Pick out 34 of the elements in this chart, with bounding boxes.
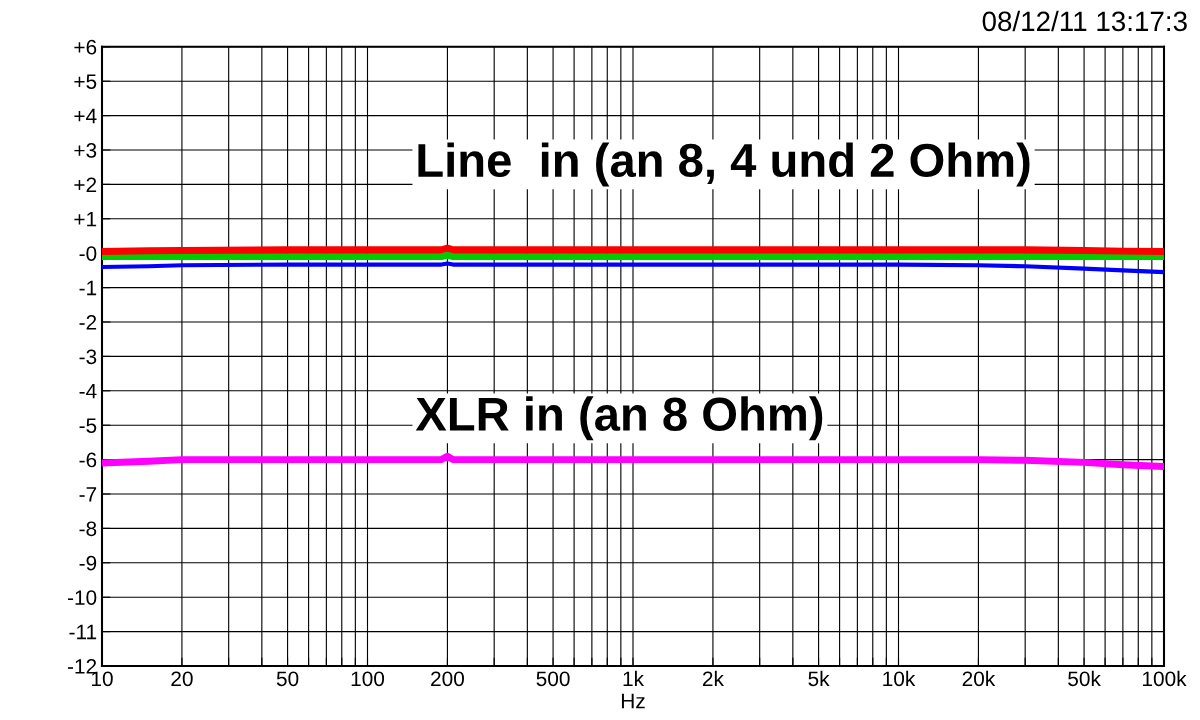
x-tick-label: 10k xyxy=(883,670,916,687)
x-tick-label: 20 xyxy=(171,671,193,687)
x-tick-label: 1k xyxy=(623,670,645,686)
x-axis-title: Hz xyxy=(621,693,645,709)
y-tick-label: -10 xyxy=(67,590,97,605)
y-tick-label: -5 xyxy=(79,418,97,433)
y-tick-label: +6 xyxy=(74,39,97,55)
y-tick-label: -9 xyxy=(79,555,97,571)
y-tick-label: -3 xyxy=(79,349,97,365)
y-tick-label: -7 xyxy=(79,487,97,502)
y-tick-label: +5 xyxy=(74,74,97,89)
y-tick-label: +1 xyxy=(74,212,97,227)
x-tick-label: 50 xyxy=(276,671,299,687)
text: 08/12/11 13:17:3 xyxy=(982,10,1187,32)
y-tick-label: +3 xyxy=(74,143,97,158)
x-tick-label: 20k xyxy=(962,670,996,687)
x-tick-label: 100k xyxy=(1143,670,1187,687)
y-tick-label: -2 xyxy=(79,315,97,330)
x-tick-label: 50k xyxy=(1068,670,1101,687)
x-tick-label: 100 xyxy=(351,671,385,687)
y-tick-label: -4 xyxy=(79,384,97,399)
y-tick-label: +4 xyxy=(74,108,97,124)
y-tick-label: +2 xyxy=(74,177,97,192)
y-tick-label: -11 xyxy=(69,624,97,640)
annotation: Line in (an 8, 4 und 2 Ohm) xyxy=(418,142,1030,187)
x-tick-label: 5k xyxy=(808,670,830,687)
x-tick-label: 200 xyxy=(431,671,464,687)
y-tick-label: -6 xyxy=(79,452,97,468)
y-tick-label: -0 xyxy=(79,246,97,261)
annotation: XLR in (an 8 Ohm) xyxy=(415,396,823,441)
x-tick-label: 500 xyxy=(536,671,570,687)
y-tick-label: -1 xyxy=(79,280,97,296)
y-tick-label: -8 xyxy=(79,521,97,537)
x-tick-label: 2k xyxy=(702,670,724,686)
